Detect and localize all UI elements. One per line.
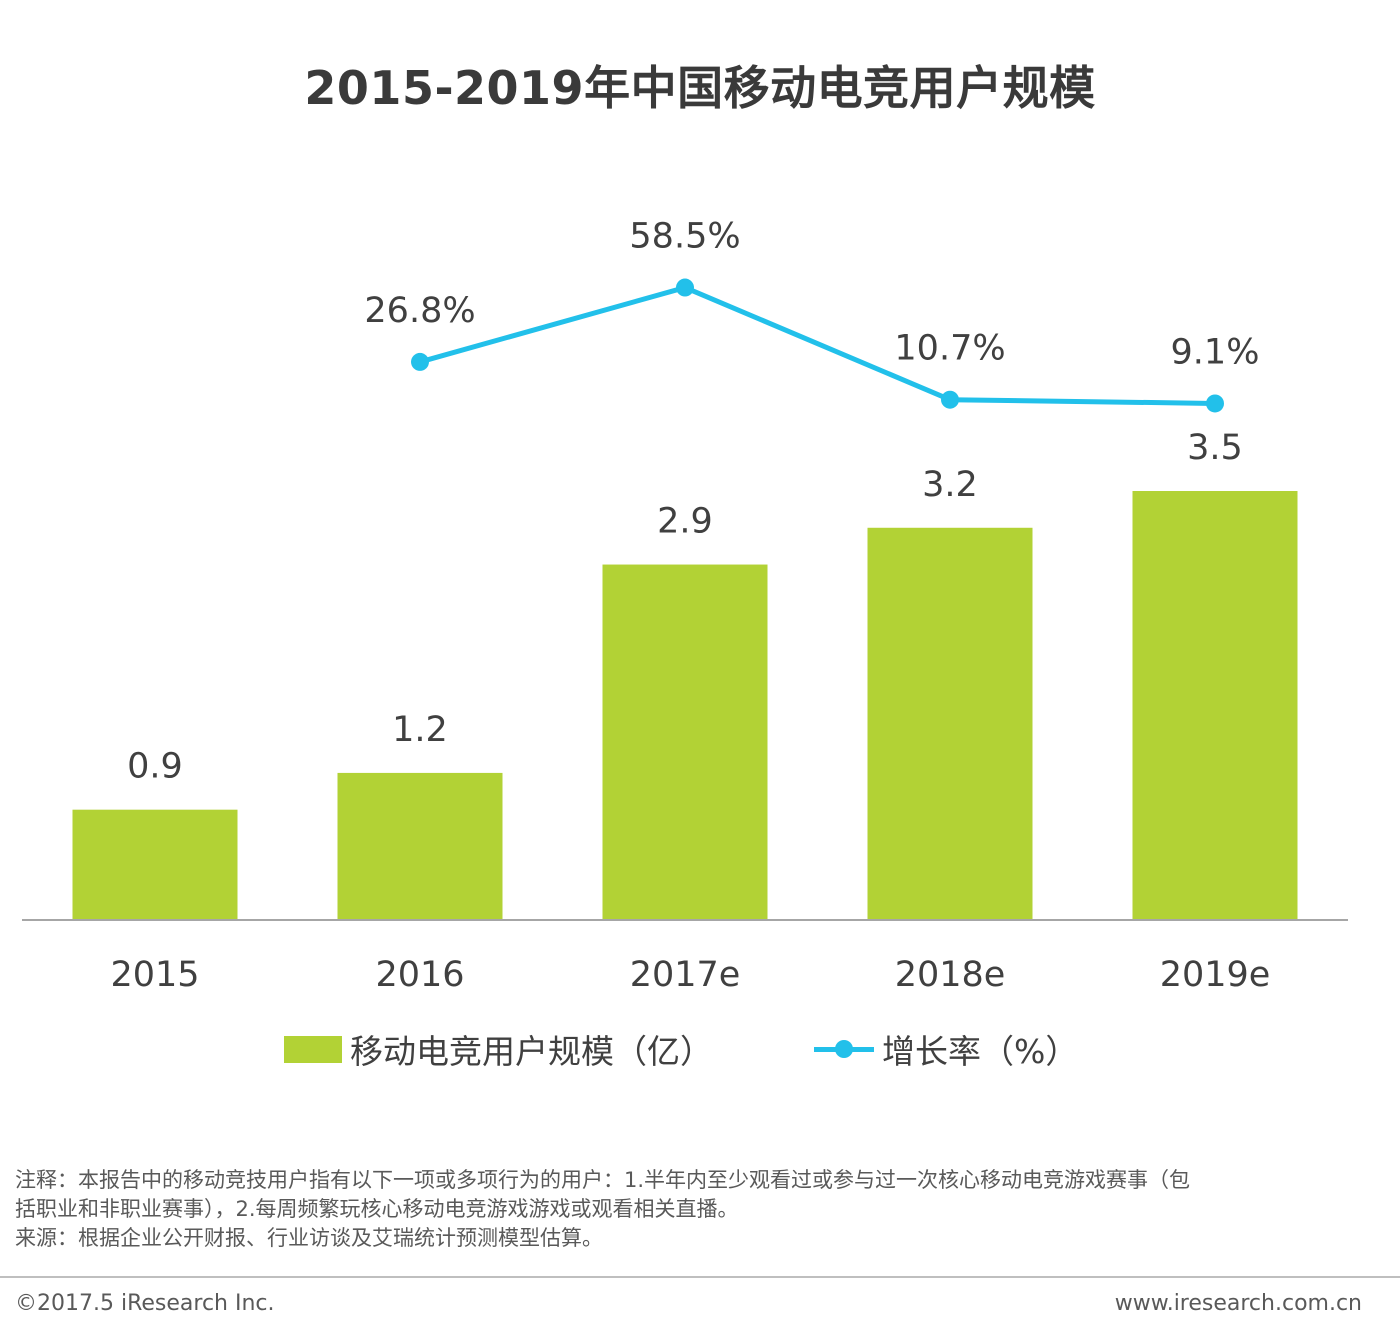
legend-item-users: 移动电竞用户规模（亿） [284, 1024, 713, 1074]
legend: 移动电竞用户规模（亿） 增长率（%） [0, 1024, 1400, 1074]
notes: 注释：本报告中的移动竞技用户指有以下一项或多项行为的用户：1.半年内至少观看过或… [15, 1166, 1390, 1253]
copyright: ©2017.5 iResearch Inc. [15, 1291, 275, 1316]
x-tick-label-2017e: 2017e [630, 955, 741, 995]
growth-point-2017e [676, 278, 694, 297]
labels-layer: 0.9 2015 1.2 2016 2.9 2017e 3.2 2018e 3.5 2019e 26… [110, 217, 1270, 995]
bar-2018e [867, 527, 1033, 920]
note-line-2: 括职业和非职业赛事），2.每周频繁玩核心移动电竞游戏游戏或观看相关直播。 [15, 1197, 739, 1221]
source-line: 来源：根据企业公开财报、行业访谈及艾瑞统计预测模型估算。 [15, 1226, 603, 1250]
legend-item-growth: 增长率（%） [814, 1024, 1078, 1074]
bar-value-label-2015: 0.9 [127, 747, 183, 787]
growth-label-2019e: 9.1% [1171, 332, 1260, 372]
chart-title: 2015-2019年中国移动电竞用户规模 [304, 61, 1096, 115]
legend-swatch-bar [284, 1035, 342, 1063]
x-tick-label-2018e: 2018e [895, 955, 1006, 995]
x-tick-label-2016: 2016 [375, 955, 464, 995]
x-tick-label-2019e: 2019e [1160, 955, 1271, 995]
x-tick-label-2015: 2015 [110, 955, 199, 995]
growth-rate-line [417, 285, 1218, 406]
bar-value-label-2016: 1.2 [392, 710, 448, 750]
chart-area: 0.9 2015 1.2 2016 2.9 2017e 3.2 2018e 3.5 2019e 26… [22, 217, 1348, 995]
bar-value-label-2019e: 3.5 [1187, 428, 1243, 468]
legend-label-growth: 增长率（%） [882, 1032, 1079, 1071]
legend-label-users: 移动电竞用户规模（亿） [350, 1032, 713, 1071]
growth-line-layer [411, 278, 1224, 413]
growth-point-2019e [1206, 394, 1224, 413]
bar-2017e [602, 564, 768, 920]
footer-divider [0, 1276, 1400, 1278]
growth-label-2016: 26.8% [364, 291, 475, 331]
bar-2015 [72, 809, 238, 920]
website-link[interactable]: www.iresearch.com.cn [1114, 1291, 1362, 1316]
bar-value-label-2018e: 3.2 [922, 465, 978, 505]
legend-swatch-line [814, 1034, 874, 1064]
bar-2016 [337, 772, 503, 920]
note-line-1: 注释：本报告中的移动竞技用户指有以下一项或多项行为的用户：1.半年内至少观看过或… [15, 1168, 1191, 1192]
bar-value-label-2017e: 2.9 [657, 502, 713, 542]
bar-2019e [1132, 491, 1298, 920]
growth-label-2017e: 58.5% [629, 217, 740, 257]
bars-layer [72, 491, 1298, 920]
growth-point-2018e [941, 390, 959, 409]
growth-point-2016 [411, 352, 429, 371]
growth-label-2018e: 10.7% [894, 329, 1005, 369]
